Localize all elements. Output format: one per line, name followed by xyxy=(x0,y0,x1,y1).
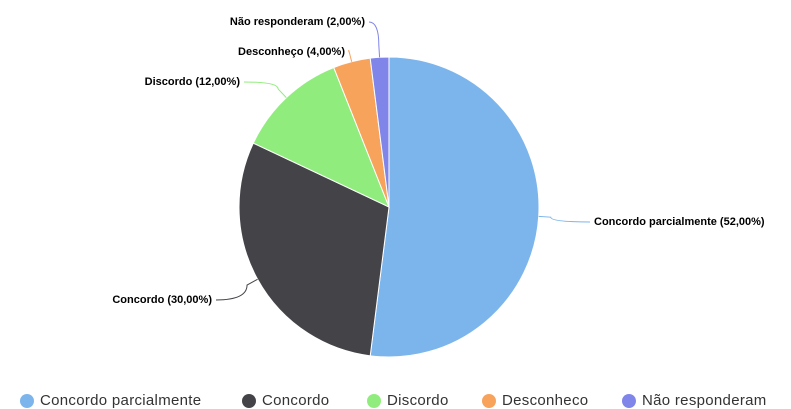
legend-label: Concordo parcialmente xyxy=(40,392,201,409)
connector xyxy=(368,21,381,58)
data-label: Discordo (12,00%) xyxy=(145,76,241,88)
legend-marker xyxy=(20,394,34,408)
legend-label: Não responderam xyxy=(642,392,767,409)
legend-marker xyxy=(367,394,381,408)
connector xyxy=(243,81,287,98)
legend-marker xyxy=(482,394,496,408)
legend-label: Discordo xyxy=(387,392,449,409)
data-label: Não responderam (2,00%) xyxy=(230,16,365,28)
legend-label: Desconheco xyxy=(502,392,588,409)
data-label: Concordo parcialmente (52,00%) xyxy=(594,216,765,228)
connector xyxy=(348,49,353,62)
data-label: Desconheço (4,00%) xyxy=(238,46,345,58)
pie-slice xyxy=(238,142,390,357)
legend-label: Concordo xyxy=(262,392,329,409)
legend-marker xyxy=(242,394,256,408)
pie-slice xyxy=(369,56,390,208)
pie-slice xyxy=(369,56,540,358)
legend-marker xyxy=(622,394,636,408)
connector xyxy=(215,278,258,301)
connector xyxy=(538,215,591,223)
data-label: Concordo (30,00%) xyxy=(112,294,212,306)
